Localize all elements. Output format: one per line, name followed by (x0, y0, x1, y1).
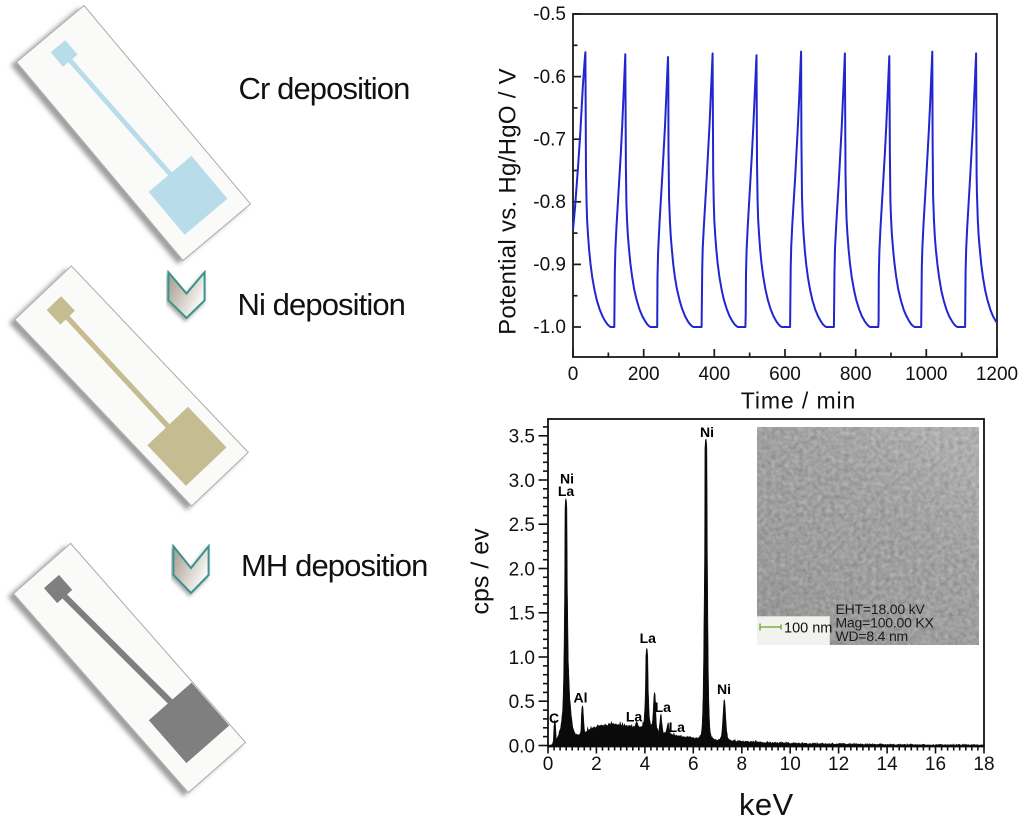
svg-text:12: 12 (828, 754, 849, 775)
svg-text:-0.5: -0.5 (533, 4, 566, 25)
svg-text:La: La (669, 719, 686, 735)
svg-text:2.0: 2.0 (509, 559, 535, 580)
svg-text:Time / min: Time / min (741, 387, 857, 413)
svg-text:10: 10 (780, 754, 801, 775)
svg-text:3.0: 3.0 (509, 471, 535, 492)
svg-text:18: 18 (973, 754, 994, 775)
svg-text:Potential vs. Hg/HgO / V: Potential vs. Hg/HgO / V (495, 68, 522, 335)
svg-text:-0.7: -0.7 (533, 129, 566, 150)
svg-text:EHT=18.00 kV: EHT=18.00 kV (836, 601, 926, 617)
svg-text:1.5: 1.5 (509, 604, 535, 625)
svg-text:cps / ev: cps / ev (467, 528, 495, 615)
svg-text:Mag=100.00 KX: Mag=100.00 KX (836, 615, 935, 631)
svg-text:600: 600 (769, 364, 801, 385)
svg-text:WD=8.4 nm: WD=8.4 nm (836, 628, 909, 644)
svg-text:100 nm: 100 nm (784, 621, 832, 637)
svg-text:-1.0: -1.0 (533, 317, 566, 338)
svg-text:-0.8: -0.8 (533, 192, 566, 213)
svg-text:200: 200 (628, 364, 660, 385)
svg-text:1.0: 1.0 (509, 648, 535, 669)
svg-text:14: 14 (877, 754, 899, 775)
svg-text:2: 2 (591, 754, 602, 775)
svg-text:8: 8 (737, 754, 748, 775)
svg-text:400: 400 (698, 364, 730, 385)
svg-text:-0.9: -0.9 (533, 255, 566, 276)
svg-text:La: La (655, 699, 672, 715)
svg-text:0.0: 0.0 (509, 736, 535, 757)
svg-text:2.5: 2.5 (509, 515, 535, 536)
svg-text:La: La (640, 630, 657, 646)
svg-text:0: 0 (568, 364, 579, 385)
svg-text:0.5: 0.5 (509, 692, 535, 713)
svg-text:Ni: Ni (560, 471, 574, 487)
svg-text:16: 16 (925, 754, 946, 775)
svg-text:Ni: Ni (700, 424, 714, 440)
svg-text:keV: keV (739, 787, 794, 822)
svg-text:800: 800 (840, 364, 872, 385)
svg-text:La: La (558, 483, 575, 499)
svg-text:6: 6 (688, 754, 699, 775)
svg-text:1200: 1200 (976, 364, 1018, 385)
svg-text:0: 0 (543, 754, 554, 775)
svg-text:1000: 1000 (905, 364, 947, 385)
svg-text:-0.6: -0.6 (533, 67, 566, 88)
svg-text:3.5: 3.5 (509, 427, 535, 448)
svg-text:La: La (626, 709, 643, 725)
svg-text:Ni: Ni (717, 681, 731, 697)
svg-text:Al: Al (574, 690, 588, 706)
svg-text:4: 4 (640, 754, 651, 775)
svg-text:C: C (549, 710, 559, 726)
